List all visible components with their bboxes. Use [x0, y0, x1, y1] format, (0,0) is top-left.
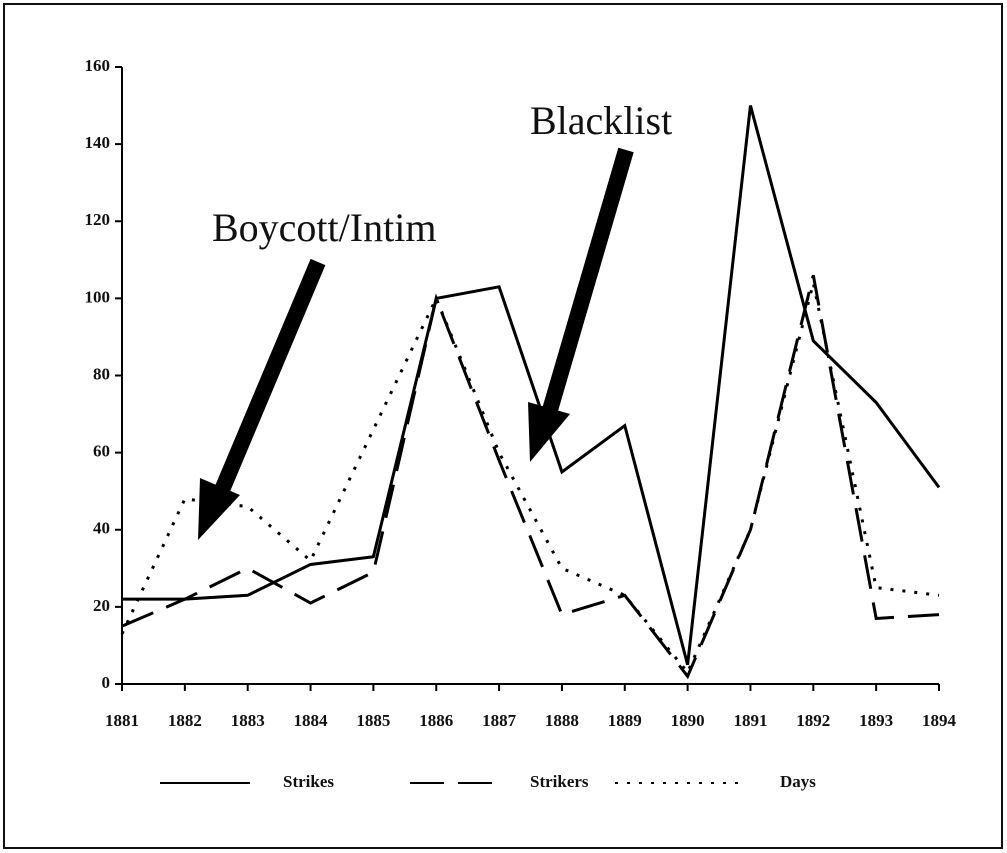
annotation: Blacklist — [530, 98, 672, 143]
x-tick-label: 1884 — [294, 711, 329, 730]
frame — [3, 3, 1003, 849]
x-tick-label: 1892 — [796, 711, 830, 730]
y-tick-label: 140 — [85, 133, 111, 152]
y-tick-label: 120 — [85, 210, 111, 229]
annotation: Boycott/Intim — [212, 205, 436, 250]
x-tick-label: 1888 — [545, 711, 579, 730]
y-tick-label: 60 — [93, 442, 110, 461]
x-tick-label: 1894 — [922, 711, 957, 730]
x-tick-label: 1886 — [419, 711, 453, 730]
y-tick-label: 20 — [93, 596, 110, 615]
arrow — [198, 258, 326, 540]
x-tick-label: 1885 — [356, 711, 390, 730]
x-tick-label: 1882 — [168, 711, 202, 730]
y-tick-label: 0 — [102, 673, 111, 692]
legend-label: Strikers — [530, 772, 589, 791]
legend-label: Days — [780, 772, 816, 791]
series-line — [122, 105, 941, 666]
x-tick-label: 1891 — [733, 711, 767, 730]
legend-label: Strikes — [283, 772, 334, 791]
series-line — [121, 274, 940, 680]
x-tick-label: 1889 — [608, 711, 642, 730]
y-tick-label: 100 — [85, 287, 111, 306]
x-tick-label: 1881 — [105, 711, 139, 730]
x-tick-label: 1893 — [859, 711, 893, 730]
x-tick-label: 1887 — [482, 711, 517, 730]
y-tick-label: 160 — [85, 56, 111, 75]
x-tick-label: 1890 — [671, 711, 705, 730]
series-line — [120, 282, 940, 676]
x-tick-label: 1883 — [231, 711, 265, 730]
y-tick-label: 80 — [93, 364, 110, 383]
y-tick-label: 40 — [93, 519, 110, 538]
